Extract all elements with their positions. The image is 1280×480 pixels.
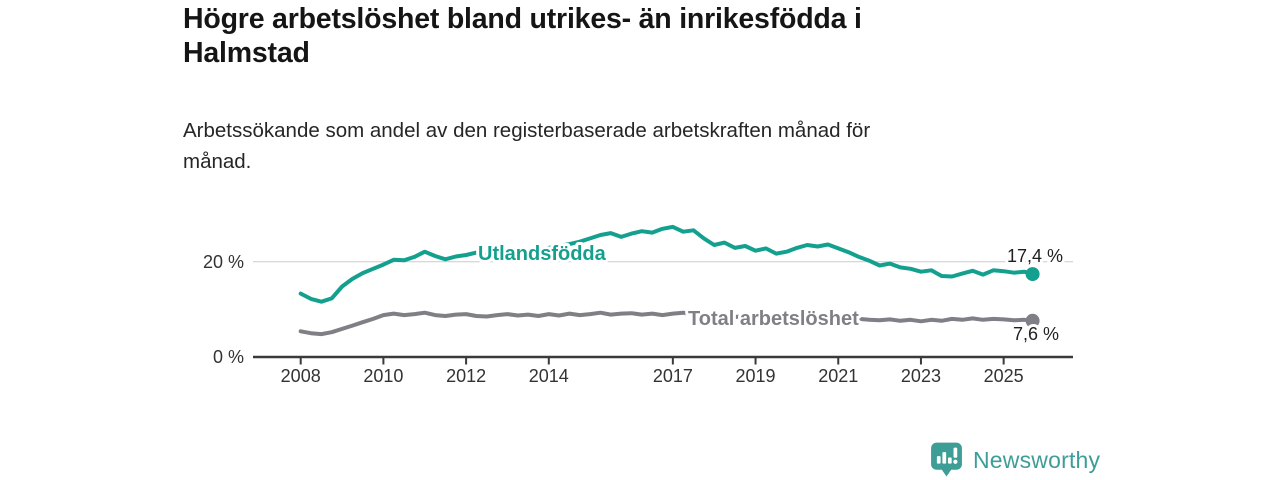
x-tick-label: 2021 (818, 366, 858, 386)
x-tick-label: 2017 (653, 366, 693, 386)
chart-subtitle-line-1: Arbetssökande som andel av den registerb… (183, 119, 871, 142)
series-label-total-arbetsloshet: Total arbetslöshet (688, 308, 859, 330)
chart-title: Högre arbetslöshet bland utrikes- än inr… (183, 2, 862, 70)
end-value-label-total-arbetsloshet: 7,6 % (1013, 324, 1059, 344)
chart-subtitle: Arbetssökande som andel av den registerb… (183, 115, 870, 177)
series-line-total-arbetsloshet (298, 310, 1035, 337)
series-end-dot (1025, 267, 1040, 282)
newsworthy-logo[interactable]: Newsworthy (930, 442, 1100, 479)
x-tick-label: 2023 (901, 366, 941, 386)
series-end-dot (1025, 313, 1040, 328)
x-tick-label: 2025 (984, 366, 1024, 386)
y-axis-label-0: 0 % (213, 347, 244, 367)
x-tick-label: 2012 (446, 366, 486, 386)
x-tick-label: 2010 (363, 366, 403, 386)
x-tick-label: 2014 (529, 366, 569, 386)
series-label-utlandsfodda: Utlandsfödda (478, 243, 607, 265)
chart-title-line-2: Halmstad (183, 37, 310, 69)
newsworthy-brand-name: Newsworthy (973, 447, 1101, 473)
newsworthy-badge-bar-chart-icon (931, 442, 962, 477)
x-tick-label: 2019 (736, 366, 776, 386)
x-tick-label: 2008 (281, 366, 321, 386)
x-axis-ticks: 2008 2010 2012 2014 2017 2019 2021 2023 2025 (281, 357, 1024, 386)
series-layer (298, 224, 1040, 337)
series-line-utlandsfodda (298, 224, 1035, 304)
chart-title-line-1: Högre arbetslöshet bland utrikes- än inr… (183, 3, 862, 35)
chart-subtitle-line-2: månad. (183, 150, 252, 173)
end-value-label-utlandsfodda: 17,4 % (1007, 246, 1063, 266)
y-axis-label-20: 20 % (203, 252, 244, 272)
